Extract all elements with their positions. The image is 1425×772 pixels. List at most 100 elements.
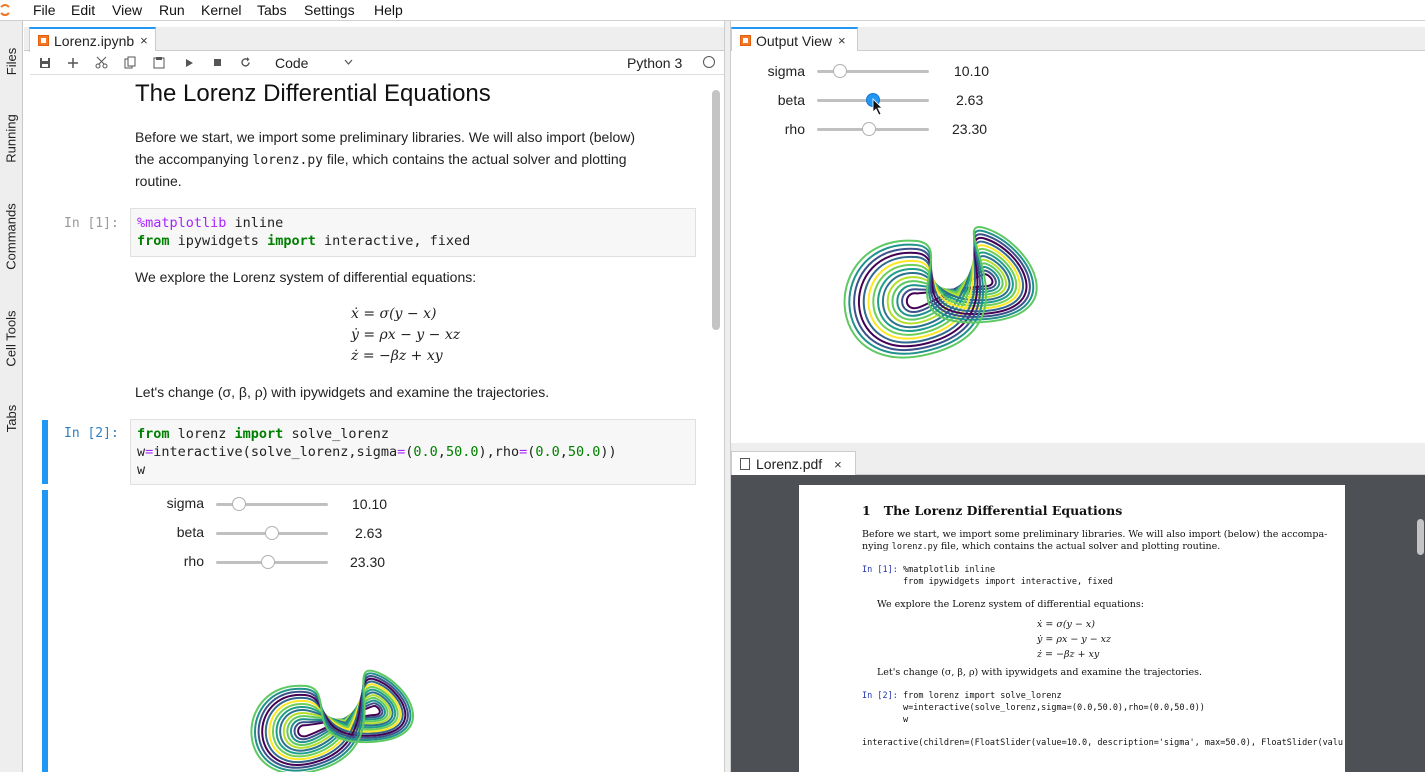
sidebar-tab-tabs[interactable]: Tabs [0,386,23,451]
trajectory-line [853,233,1031,351]
save-icon[interactable] [39,57,51,69]
pdf-prompt: In [2]: [862,691,898,701]
notebook-toolbar: Code Python 3 [30,51,724,75]
sidebar-tab-label: Tabs [4,404,19,433]
sidebar-tab-label: Cell Tools [4,310,19,367]
slider-label-rho: rho [183,553,204,569]
pdf-code: w=interactive(solve_lorenz,sigma=(0.0,50… [903,703,1205,713]
pdf-heading: 1 The Lorenz Differential Equations [862,503,1123,518]
trajectory-line [867,244,1021,340]
menu-kernel[interactable]: Kernel [201,2,242,18]
change-text: Let's change (σ, β, ρ) with ipywidgets a… [135,384,550,400]
equation-3: ż = −βz + xy [351,348,443,364]
chevron-down-icon[interactable] [344,59,353,65]
add-cell-icon[interactable] [67,57,79,69]
close-icon[interactable]: × [140,33,148,48]
sidebar-tab-label: Commands [4,202,19,270]
menu-view[interactable]: View [112,2,143,18]
pdf-prompt: In [1]: [862,565,898,575]
kernel-status-icon [703,56,715,68]
lorenz-plot [843,226,1038,359]
cell-type-select[interactable]: Code [275,55,309,71]
paste-icon[interactable] [153,56,165,69]
slider-value: 10.10 [352,496,388,512]
sidebar-tab-commands[interactable]: Commands [0,186,23,286]
menu-edit[interactable]: Edit [71,2,96,18]
menu-help[interactable]: Help [374,2,403,18]
copy-icon[interactable] [124,56,136,69]
pdf-scrollbar[interactable] [1417,519,1424,555]
close-icon[interactable]: × [838,33,846,48]
pdf-code: from ipywidgets import interactive, fixe… [903,577,1113,587]
code-cell-1[interactable]: %matplotlib inline from ipywidgets impor… [130,208,696,257]
trajectory-line [264,680,404,763]
slider-value: 23.30 [952,121,988,137]
pdf-equation: ẋ = σ(y − x) [1037,619,1095,630]
pdf-equation: ẏ = ρx − y − xz [1037,634,1112,645]
trajectory-line [877,251,1014,332]
trajectory-line [275,688,397,755]
menu-settings[interactable]: Settings [304,2,355,18]
kernel-name[interactable]: Python 3 [627,55,683,71]
tab-title: Lorenz.pdf [756,456,823,472]
menu-run[interactable]: Run [159,2,185,18]
slider-handle[interactable] [261,555,276,569]
tab-pdf[interactable]: Lorenz.pdf × [731,451,856,476]
slider-handle[interactable] [231,497,246,511]
panel-divider[interactable] [731,443,1425,451]
menu-file[interactable]: File [33,2,56,18]
menu-tabs[interactable]: Tabs [257,2,287,18]
slider-handle[interactable] [832,64,847,78]
pdf-paragraph: Before we start, we import some prelimin… [862,529,1328,540]
slider-sigma[interactable] [817,70,929,73]
code-cell-2[interactable]: from lorenz import solve_lorenz w=intera… [130,419,696,485]
close-icon[interactable]: × [834,456,842,472]
panel-divider[interactable] [724,21,731,772]
intro-line-2: the accompanying lorenz.py file, which c… [135,151,627,168]
sidebar-tab-files[interactable]: Files [0,31,23,91]
slider-value: 2.63 [355,525,383,541]
pdf-code: %matplotlib inline [903,565,996,575]
left-sidebar: Files Running Commands Cell Tools Tabs [0,21,23,772]
sidebar-tab-cell-tools[interactable]: Cell Tools [0,291,23,386]
trajectory-line [862,240,1025,344]
cut-icon[interactable] [95,56,108,69]
active-cell-indicator [42,420,48,484]
trajectory-line [843,226,1038,359]
pdf-viewer: 1 The Lorenz Differential Equations Befo… [731,475,1425,772]
trajectory-line [858,236,1028,348]
trajectory-line [250,669,414,772]
notebook-tab-bar: Lorenz.ipynb × [24,27,724,52]
pdf-paragraph: nying lorenz.py file, which contains the… [862,541,1221,552]
tab-notebook[interactable]: Lorenz.ipynb × [29,27,156,52]
slider-handle[interactable] [862,122,877,136]
trajectory-line [261,677,407,766]
output-cell-indicator [42,490,48,772]
slider-label-sigma: sigma [767,63,805,79]
slider-sigma[interactable] [216,503,328,506]
trajectory-line [848,229,1035,355]
tab-title: Output View [756,32,833,49]
pdf-page: 1 The Lorenz Differential Equations Befo… [799,485,1345,772]
stop-icon[interactable] [213,58,222,67]
cell-prompt: In [2]: [64,426,119,441]
trajectory-line [872,247,1018,336]
run-icon[interactable] [185,58,194,68]
notebook-scrollbar[interactable] [712,90,720,330]
pdf-paragraph: Let's change (σ, β, ρ) with ipywidgets a… [877,667,1203,678]
slider-handle[interactable] [265,526,279,540]
notebook-icon [740,35,751,46]
lorenz-plot [250,669,414,772]
slider-label-beta: beta [176,524,204,540]
slider-label-sigma: sigma [166,495,204,511]
tab-title: Lorenz.ipynb [54,32,135,49]
sidebar-tab-running[interactable]: Running [0,96,23,181]
pdf-paragraph: We explore the Lorenz system of differen… [877,599,1144,610]
pdf-tab-bar: Lorenz.pdf × [731,451,1425,476]
equation-2: ẏ = ρx − y − xz [351,327,461,343]
sidebar-tab-label: Running [4,114,19,163]
slider-value: 2.63 [956,92,984,108]
trajectory-line [268,683,402,761]
restart-icon[interactable] [239,56,252,69]
tab-output-view[interactable]: Output View × [731,27,858,52]
